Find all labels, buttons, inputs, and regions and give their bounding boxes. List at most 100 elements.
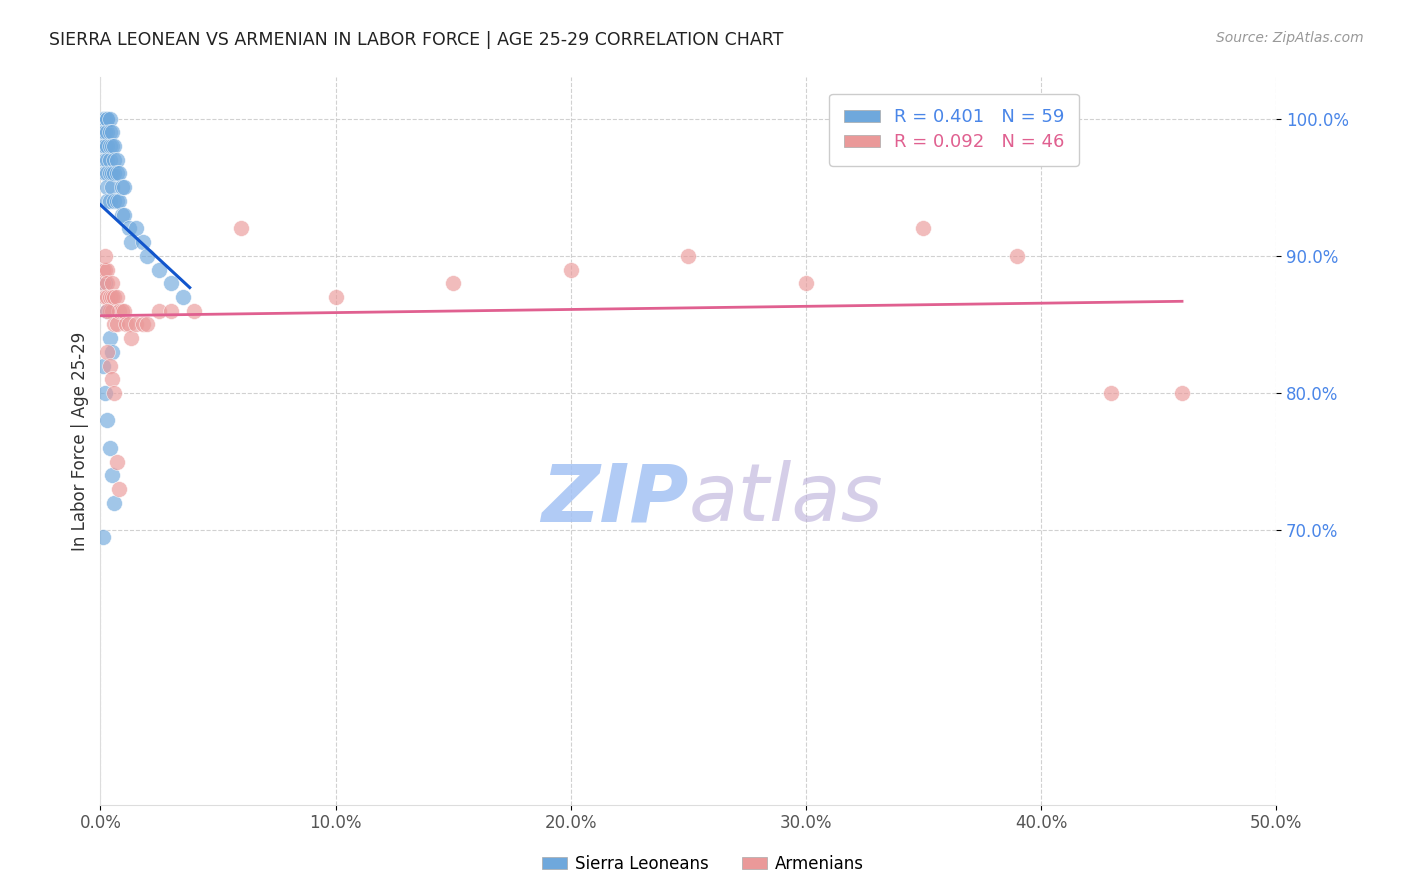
Point xyxy=(98,441,121,455)
Point xyxy=(794,277,817,291)
Point xyxy=(101,125,124,139)
Point xyxy=(98,303,121,318)
Point xyxy=(115,318,138,332)
Point xyxy=(94,125,117,139)
Point xyxy=(98,125,121,139)
Point xyxy=(103,166,125,180)
Point xyxy=(172,290,194,304)
Y-axis label: In Labor Force | Age 25-29: In Labor Force | Age 25-29 xyxy=(72,332,89,550)
Point xyxy=(101,372,124,386)
Point xyxy=(96,180,118,194)
Point xyxy=(117,318,139,332)
Point xyxy=(101,277,124,291)
Point xyxy=(98,290,121,304)
Point xyxy=(124,318,146,332)
Point xyxy=(94,153,117,167)
Point xyxy=(91,125,114,139)
Point xyxy=(148,303,170,318)
Point xyxy=(96,153,118,167)
Point xyxy=(101,468,124,483)
Legend: Sierra Leoneans, Armenians: Sierra Leoneans, Armenians xyxy=(534,848,872,880)
Point xyxy=(91,112,114,126)
Point xyxy=(103,194,125,208)
Point xyxy=(94,139,117,153)
Point xyxy=(101,303,124,318)
Point xyxy=(103,318,125,332)
Point xyxy=(105,153,128,167)
Point xyxy=(108,194,131,208)
Point xyxy=(110,208,132,222)
Point xyxy=(94,290,117,304)
Point xyxy=(96,112,118,126)
Point xyxy=(94,166,117,180)
Point xyxy=(103,153,125,167)
Point xyxy=(160,277,183,291)
Text: ZIP: ZIP xyxy=(541,460,688,538)
Point xyxy=(124,221,146,235)
Point xyxy=(94,277,117,291)
Point xyxy=(96,303,118,318)
Text: Source: ZipAtlas.com: Source: ZipAtlas.com xyxy=(1216,31,1364,45)
Point xyxy=(105,318,128,332)
Point xyxy=(98,194,121,208)
Point xyxy=(103,496,125,510)
Point xyxy=(103,290,125,304)
Point xyxy=(110,303,132,318)
Point xyxy=(96,166,118,180)
Point xyxy=(131,318,153,332)
Point xyxy=(101,344,124,359)
Point xyxy=(131,235,153,249)
Point xyxy=(160,303,183,318)
Point xyxy=(96,262,118,277)
Point xyxy=(112,180,135,194)
Point xyxy=(120,331,142,345)
Text: atlas: atlas xyxy=(688,460,883,538)
Point xyxy=(103,386,125,401)
Point xyxy=(1007,249,1029,263)
Point xyxy=(105,290,128,304)
Point xyxy=(231,221,253,235)
Point xyxy=(96,290,118,304)
Point xyxy=(98,153,121,167)
Point xyxy=(96,413,118,427)
Point xyxy=(117,221,139,235)
Point xyxy=(94,249,117,263)
Point xyxy=(96,194,118,208)
Point xyxy=(101,290,124,304)
Point xyxy=(148,262,170,277)
Text: SIERRA LEONEAN VS ARMENIAN IN LABOR FORCE | AGE 25-29 CORRELATION CHART: SIERRA LEONEAN VS ARMENIAN IN LABOR FORC… xyxy=(49,31,783,49)
Point xyxy=(103,139,125,153)
Point xyxy=(120,235,142,249)
Point xyxy=(325,290,347,304)
Point xyxy=(98,331,121,345)
Point xyxy=(91,530,114,544)
Point xyxy=(105,455,128,469)
Point xyxy=(441,277,464,291)
Point xyxy=(91,262,114,277)
Point xyxy=(112,303,135,318)
Point xyxy=(101,166,124,180)
Point xyxy=(96,277,118,291)
Point xyxy=(101,180,124,194)
Point xyxy=(96,125,118,139)
Point xyxy=(98,139,121,153)
Point xyxy=(110,180,132,194)
Point xyxy=(98,112,121,126)
Point xyxy=(136,318,159,332)
Point xyxy=(98,359,121,373)
Point xyxy=(96,303,118,318)
Point xyxy=(91,112,114,126)
Point xyxy=(91,359,114,373)
Point xyxy=(1171,386,1194,401)
Point xyxy=(108,482,131,496)
Point xyxy=(108,166,131,180)
Point xyxy=(183,303,205,318)
Point xyxy=(560,262,582,277)
Point xyxy=(105,166,128,180)
Point xyxy=(676,249,699,263)
Point xyxy=(94,386,117,401)
Point xyxy=(94,262,117,277)
Point xyxy=(91,277,114,291)
Point xyxy=(136,249,159,263)
Point xyxy=(112,208,135,222)
